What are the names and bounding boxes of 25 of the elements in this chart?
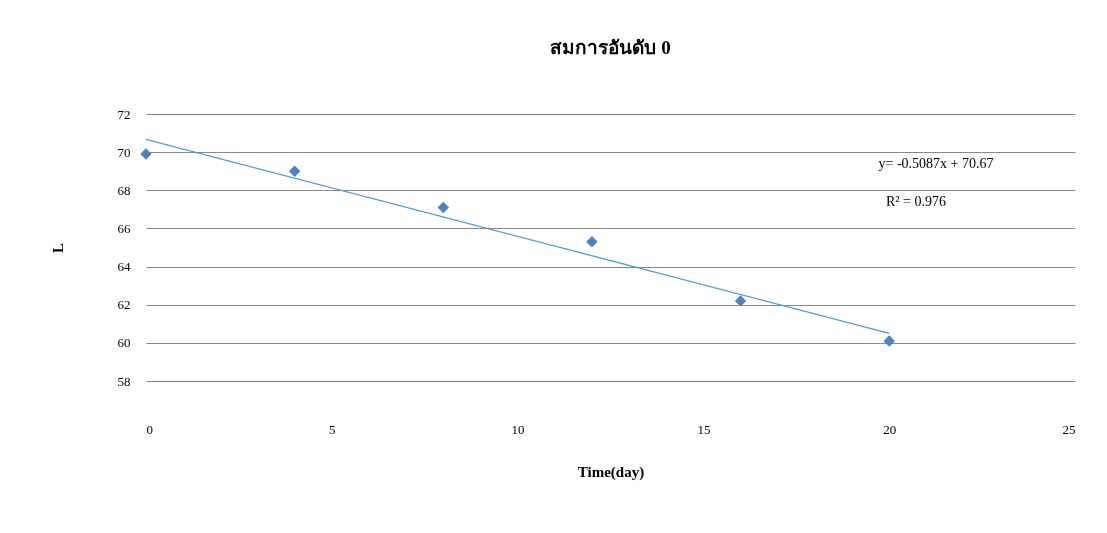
point (437, 201, 449, 214)
y-tick-label: 70 (117, 144, 131, 160)
point (140, 148, 152, 160)
y-tick-label: 62 (117, 297, 131, 313)
x-axis-title: Time(day) (577, 463, 645, 481)
x-tick-label: 5 (329, 421, 336, 437)
point (883, 335, 895, 347)
y-tick-label: 60 (117, 335, 131, 351)
y-tick-label: 58 (117, 373, 131, 389)
point (586, 236, 598, 248)
x-tick-label: 15 (697, 421, 711, 437)
x-tick-label: 0 (146, 421, 153, 437)
y-tick-label: 66 (117, 220, 131, 236)
x-tick-label: 25 (1062, 421, 1076, 437)
y-axis-title: L (49, 242, 66, 254)
x-tick-label: 10 (511, 421, 525, 437)
point (288, 165, 301, 177)
y-tick-label: 64 (117, 259, 131, 275)
annotation: R² = 0.976 (886, 194, 946, 209)
point (734, 295, 747, 307)
annotation: y= -0.5087x + 70.67 (878, 156, 994, 171)
y-tick-label: 68 (117, 182, 131, 198)
x-tick-label: 20 (883, 421, 897, 437)
chart-title: สมการอันดับ 0 (550, 37, 671, 58)
y-tick-label: 72 (117, 106, 131, 122)
